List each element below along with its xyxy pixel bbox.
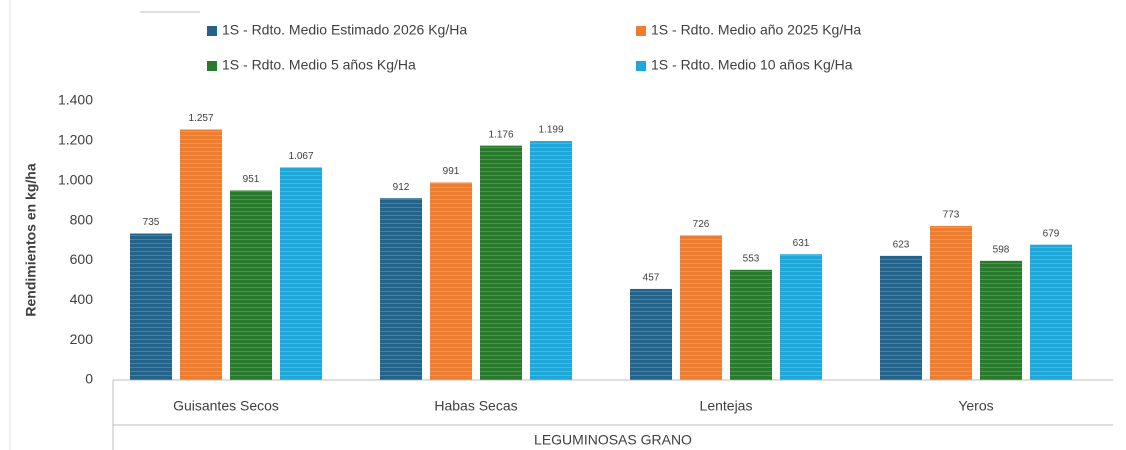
data-label: 1.257: [188, 113, 213, 124]
data-label: 679: [1043, 228, 1060, 239]
data-label: 457: [643, 273, 660, 284]
x-tick-label: Yeros: [958, 398, 993, 414]
legend-swatch: [636, 26, 646, 36]
data-label: 553: [743, 253, 760, 264]
bar: [380, 198, 422, 380]
bar: [730, 269, 772, 380]
data-label: 1.199: [538, 125, 563, 136]
y-tick-label: 1.200: [58, 132, 93, 148]
y-tick-label: 1.000: [58, 171, 93, 187]
y-tick-label: 600: [70, 251, 94, 267]
data-label: 912: [393, 182, 410, 193]
bar: [180, 129, 222, 380]
group-label: LEGUMINOSAS GRANO: [534, 432, 692, 448]
data-label: 631: [793, 238, 810, 249]
bar: [680, 235, 722, 380]
bar: [130, 233, 172, 380]
data-label: 1.176: [488, 129, 513, 140]
legend-swatch: [207, 61, 217, 71]
data-label: 623: [893, 239, 910, 250]
x-tick-label: Lentejas: [700, 398, 753, 414]
data-label: 773: [943, 210, 960, 221]
y-tick-label: 400: [70, 291, 94, 307]
x-tick-label: Habas Secas: [434, 398, 517, 414]
data-label: 735: [143, 217, 160, 228]
y-axis-title: Rendimientos en kg/ha: [23, 163, 39, 316]
data-label: 598: [993, 244, 1010, 255]
y-tick-label: 1.400: [58, 92, 93, 108]
bar: [980, 260, 1022, 380]
bar: [430, 182, 472, 380]
bar: [1030, 244, 1072, 380]
bar: [930, 225, 972, 380]
bar: [280, 167, 322, 380]
y-tick-label: 0: [85, 371, 93, 387]
data-label: 991: [443, 166, 460, 177]
legend-label: 1S - Rdto. Medio año 2025 Kg/Ha: [651, 22, 861, 38]
legend-label: 1S - Rdto. Medio Estimado 2026 Kg/Ha: [222, 22, 467, 38]
legend-swatch: [636, 61, 646, 71]
bar: [230, 190, 272, 380]
y-tick-label: 200: [70, 331, 94, 347]
legend-swatch: [207, 26, 217, 36]
data-label: 951: [243, 174, 260, 185]
bar: [630, 288, 672, 380]
legend-label: 1S - Rdto. Medio 5 años Kg/Ha: [222, 57, 416, 73]
data-label: 1.067: [288, 151, 313, 162]
data-label: 726: [693, 219, 710, 230]
legend-label: 1S - Rdto. Medio 10 años Kg/Ha: [651, 57, 853, 73]
bar: [480, 145, 522, 380]
bar: [780, 254, 822, 380]
bar: [880, 255, 922, 380]
x-tick-label: Guisantes Secos: [173, 398, 279, 414]
y-tick-label: 800: [70, 211, 94, 227]
bar: [530, 141, 572, 380]
